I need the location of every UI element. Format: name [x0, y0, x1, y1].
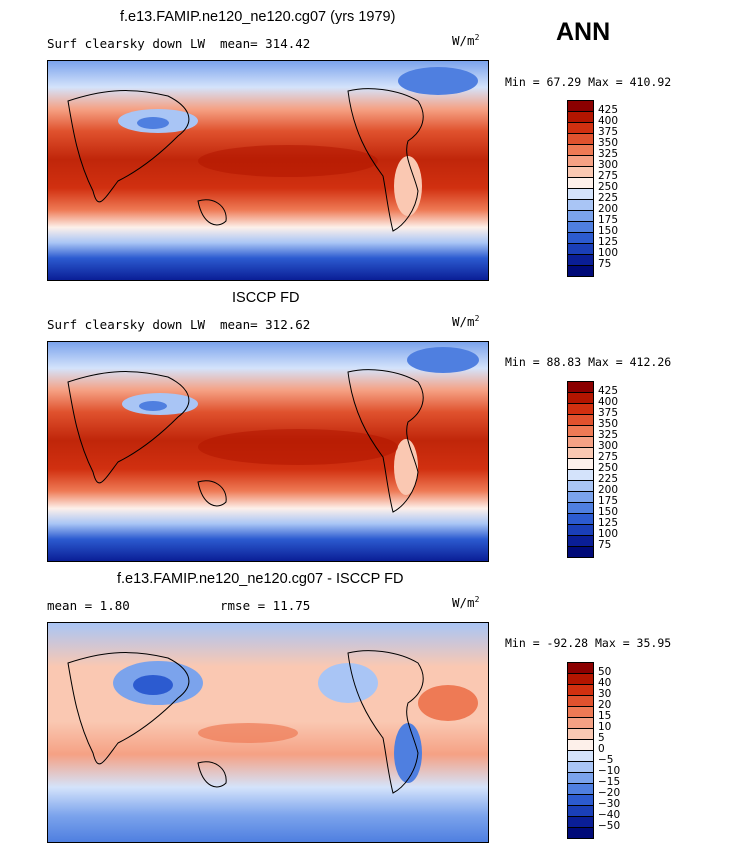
- panel1-colorbar: 425 400 375 350 325 300 275 250 225 200 175 150 125 1…: [567, 100, 647, 280]
- colorbar-tick-label: 175: [598, 495, 619, 507]
- colorbar-tick-label: 300: [598, 159, 619, 171]
- panel1-map: [47, 60, 489, 281]
- colorbar-tick-label: −50: [598, 820, 621, 832]
- colorbar-tick-label: 400: [598, 115, 619, 127]
- colorbar-swatch: [567, 827, 594, 839]
- colorbar-swatch: [567, 546, 594, 558]
- colorbar-tick-label: 100: [598, 247, 619, 259]
- colorbar-tick-label: −30: [598, 798, 621, 810]
- panel1-minmax: Min = 67.29 Max = 410.92: [505, 75, 672, 89]
- colorbar-tick-label: 300: [598, 440, 619, 452]
- colorbar-tick-label: 350: [598, 137, 619, 149]
- colorbar-tick-label: 375: [598, 407, 619, 419]
- colorbar-tick-label: 250: [598, 462, 619, 474]
- panel2-minmax: Min = 88.83 Max = 412.26: [505, 355, 672, 369]
- colorbar-tick-label: 425: [598, 104, 619, 116]
- panel1-variable-label: Surf clearsky down LW: [47, 36, 206, 51]
- panel1-field: [48, 61, 488, 280]
- colorbar-tick-label: 425: [598, 385, 619, 397]
- colorbar-tick-label: 75: [598, 539, 612, 551]
- colorbar-tick-label: 100: [598, 528, 619, 540]
- colorbar-tick-label: 325: [598, 148, 619, 160]
- colorbar-tick-label: 375: [598, 126, 619, 138]
- panel3-mean-label: mean = 1.80: [47, 598, 130, 613]
- colorbar-tick-label: 250: [598, 181, 619, 193]
- colorbar-tick-label: 15: [598, 710, 612, 722]
- panel2-colorbar: 425 400 375 350 325 300 275 250 225 200 175 150 125 1…: [567, 381, 647, 561]
- panel3-units: W/m2: [452, 595, 480, 611]
- colorbar-tick-label: 275: [598, 451, 619, 463]
- panel3-rmse-label: rmse = 11.75: [220, 598, 311, 613]
- panel2-units: W/m2: [452, 314, 480, 330]
- colorbar-tick-label: 125: [598, 236, 619, 248]
- panel3-map: [47, 622, 489, 843]
- colorbar-tick-label: −15: [598, 776, 621, 788]
- panel3-minmax: Min = -92.28 Max = 35.95: [505, 636, 672, 650]
- colorbar-tick-label: 350: [598, 418, 619, 430]
- colorbar-tick-label: 10: [598, 721, 612, 733]
- colorbar-tick-label: 30: [598, 688, 612, 700]
- colorbar-tick-label: 275: [598, 170, 619, 182]
- colorbar-tick-label: 200: [598, 484, 619, 496]
- panel2-field: [48, 342, 488, 561]
- colorbar-tick-label: 400: [598, 396, 619, 408]
- panel2-title: ISCCP FD: [232, 290, 300, 306]
- colorbar-tick-label: 75: [598, 258, 612, 270]
- colorbar-tick-label: −10: [598, 765, 621, 777]
- colorbar-swatch: [567, 265, 594, 277]
- colorbar-tick-label: 200: [598, 203, 619, 215]
- colorbar-tick-label: −5: [598, 754, 614, 766]
- colorbar-tick-label: 175: [598, 214, 619, 226]
- panel1-title: f.e13.FAMIP.ne120_ne120.cg07 (yrs 1979): [120, 9, 396, 25]
- panel2-variable-label: Surf clearsky down LW: [47, 317, 206, 332]
- colorbar-tick-label: 20: [598, 699, 612, 711]
- colorbar-tick-label: −40: [598, 809, 621, 821]
- panel2-map: [47, 341, 489, 562]
- panel3-colorbar: 50 40 30 20 15 10 5 0 −5 −10 −15 −20 −30 −40 −50: [567, 662, 647, 842]
- colorbar-tick-label: 50: [598, 666, 612, 678]
- colorbar-tick-label: 225: [598, 473, 619, 485]
- colorbar-tick-label: 150: [598, 225, 619, 237]
- colorbar-tick-label: 325: [598, 429, 619, 441]
- colorbar-tick-label: −20: [598, 787, 621, 799]
- panel1-units: W/m2: [452, 33, 480, 49]
- colorbar-tick-label: 40: [598, 677, 612, 689]
- panel2-mean-label: mean= 312.62: [220, 317, 311, 332]
- season-label: ANN: [556, 18, 611, 46]
- panel1-mean-label: mean= 314.42: [220, 36, 311, 51]
- colorbar-tick-label: 225: [598, 192, 619, 204]
- panel3-title: f.e13.FAMIP.ne120_ne120.cg07 - ISCCP FD: [117, 571, 404, 587]
- colorbar-tick-label: 125: [598, 517, 619, 529]
- panel3-field: [48, 623, 488, 842]
- colorbar-tick-label: 150: [598, 506, 619, 518]
- colorbar-tick-label: 0: [598, 743, 605, 755]
- colorbar-tick-label: 5: [598, 732, 605, 744]
